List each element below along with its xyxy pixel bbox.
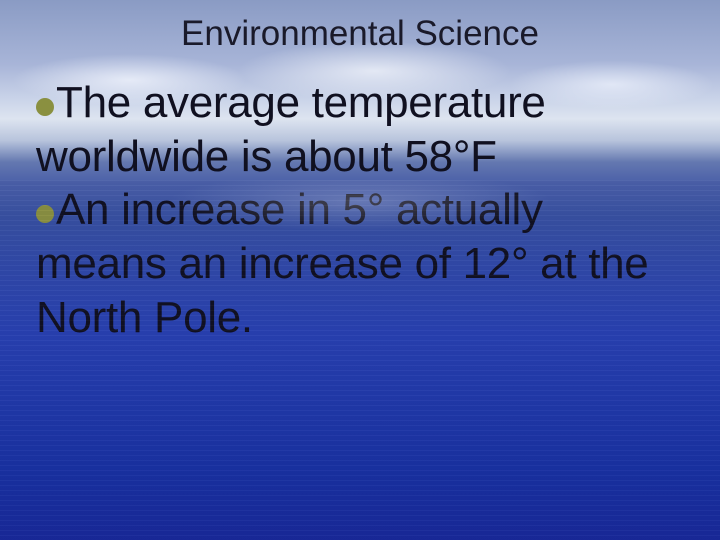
bullet-text-cont: worldwide is about 58°F: [36, 130, 688, 184]
slide: Environmental Science The average temper…: [0, 0, 720, 540]
bullet-dot-icon: [36, 98, 54, 116]
bullet-text-line1: The average temperature: [56, 76, 546, 130]
slide-body: The average temperature worldwide is abo…: [36, 76, 688, 344]
bullet-item: The average temperature: [36, 76, 688, 130]
bullet-text-line1: An increase in 5° actually: [56, 183, 543, 237]
bullet-text-cont: means an increase of 12° at the North Po…: [36, 237, 688, 344]
slide-title: Environmental Science: [0, 14, 720, 54]
bullet-item: An increase in 5° actually: [36, 183, 688, 237]
bullet-dot-icon: [36, 205, 54, 223]
